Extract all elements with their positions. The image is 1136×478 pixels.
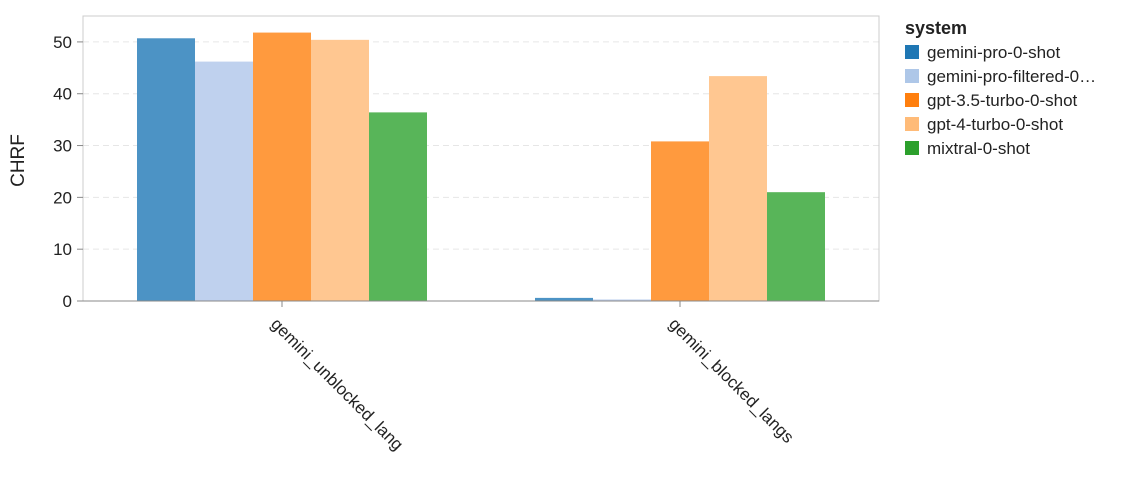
y-axis-ticks: 0 10 20 30 40 50 <box>53 33 83 311</box>
legend-label: gpt-4-turbo-0-shot <box>927 115 1063 134</box>
y-tick-label: 0 <box>63 292 72 311</box>
legend-swatch <box>905 141 919 155</box>
bars <box>137 32 825 301</box>
legend-title: system <box>905 18 967 38</box>
bar <box>767 192 825 301</box>
y-tick-label: 30 <box>53 137 72 156</box>
bar <box>253 32 311 301</box>
bar <box>195 61 253 301</box>
legend-swatch <box>905 45 919 59</box>
bar <box>593 299 651 301</box>
legend-label: mixtral-0-shot <box>927 139 1030 158</box>
legend-swatch <box>905 69 919 83</box>
y-tick-label: 50 <box>53 33 72 52</box>
y-axis-title: CHRF <box>8 134 29 187</box>
legend-swatch <box>905 93 919 107</box>
bar <box>535 297 593 301</box>
bar <box>369 112 427 301</box>
x-tick-label: gemini_blocked_langs <box>665 314 797 446</box>
bar <box>137 38 195 301</box>
bar <box>311 39 369 301</box>
legend-label: gemini-pro-filtered-0… <box>927 67 1096 86</box>
bar <box>651 141 709 301</box>
y-tick-label: 10 <box>53 240 72 259</box>
legend-label: gpt-3.5-turbo-0-shot <box>927 91 1078 110</box>
legend-label: gemini-pro-0-shot <box>927 43 1060 62</box>
legend-swatch <box>905 117 919 131</box>
legend: system gemini-pro-0-shot gemini-pro-filte… <box>905 18 1096 158</box>
x-tick-label: gemini_unblocked_lang <box>267 314 407 454</box>
x-axis-ticks: gemini_unblocked_lang gemini_blocked_lang… <box>267 301 798 454</box>
y-tick-label: 40 <box>53 85 72 104</box>
y-tick-label: 20 <box>53 188 72 207</box>
bar <box>709 76 767 301</box>
